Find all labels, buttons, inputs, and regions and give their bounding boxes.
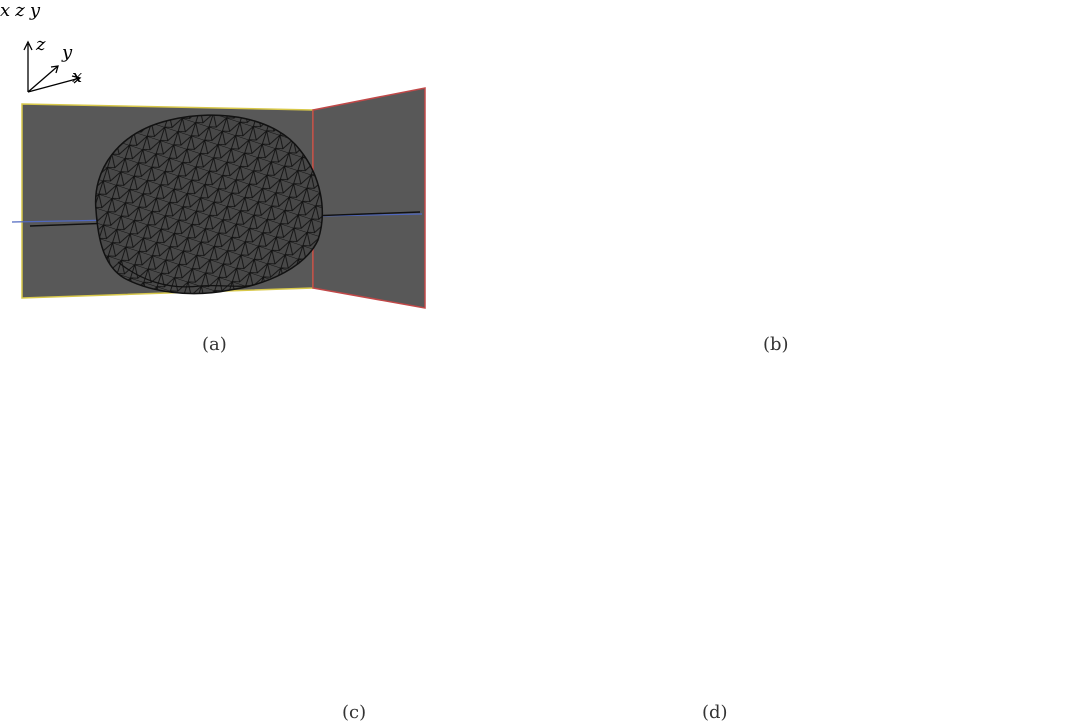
axis-label-z: z [15, 0, 25, 21]
axis-triad-a [23, 40, 82, 93]
wireframe-brain-mesh [94, 114, 324, 295]
caption-b: (b) [763, 334, 789, 355]
panel-a: z y x [11, 34, 426, 309]
caption-d: (d) [702, 702, 728, 723]
viewport-plane-side [312, 87, 426, 309]
caption-a: (a) [202, 334, 227, 355]
axis-label-y: y [29, 0, 40, 21]
axis-label-y: y [61, 42, 73, 63]
panel-b: x z y [0, 0, 40, 21]
axis-label-z: z [35, 34, 46, 55]
caption-c: (c) [342, 702, 367, 723]
axis-label-x: x [72, 66, 82, 87]
axis-label-x: x [0, 0, 11, 21]
